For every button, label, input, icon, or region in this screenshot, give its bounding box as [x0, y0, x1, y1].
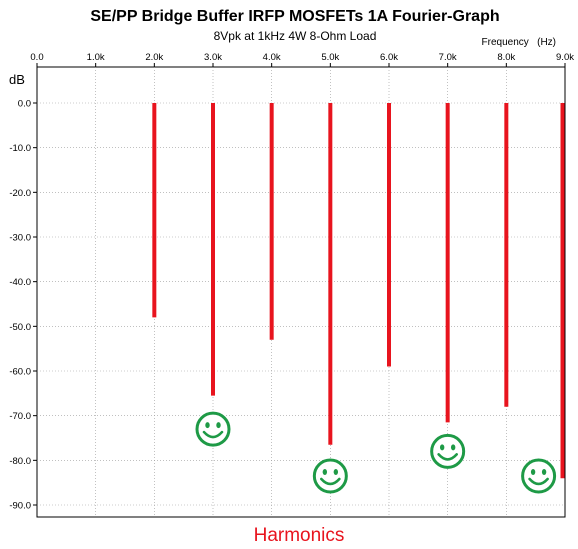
x-tick-label: 5.0k — [321, 52, 339, 63]
y-tick-label: -90.0 — [9, 501, 31, 512]
y-tick-label: -70.0 — [9, 411, 31, 422]
harmonic-bars — [152, 103, 565, 479]
smiley-mouth — [528, 477, 549, 486]
smiley-mouth — [320, 477, 341, 486]
smiley-left-eye — [322, 468, 328, 475]
y-tick-labels: 0.0 -10.0 -20.0 -30.0 -40.0 -50.0 -60.0 -70.0 -8… — [9, 99, 31, 512]
chart-title: SE/PP Bridge Buffer IRFP MOSFETs 1A Four… — [90, 8, 499, 25]
x-tick-labels: 0.0 1.0k 2.0k 3.0k 4.0k 5.0k 6.0k 7.0k 8.0k 9.0k — [30, 52, 574, 63]
y-tick-label: -50.0 — [9, 322, 31, 333]
smiley-face-outline — [312, 458, 348, 494]
x-tick-label: 6.0k — [380, 52, 398, 63]
x-tick-label: 3.0k — [204, 52, 222, 63]
smiley-face-icon — [521, 458, 557, 494]
x-tick-label: 9.0k — [556, 52, 574, 63]
smiley-face-outline — [430, 433, 466, 469]
x-tick-label: 8.0k — [497, 52, 515, 63]
smiley-annotations — [195, 411, 557, 494]
smiley-face-icon — [195, 411, 231, 447]
x-tick-label: 2.0k — [145, 52, 163, 63]
smiley-face-icon — [312, 458, 348, 494]
y-tick-label: -30.0 — [9, 233, 31, 244]
smiley-face-outline — [521, 458, 557, 494]
smiley-left-eye — [439, 444, 445, 451]
smiley-right-eye — [541, 468, 547, 475]
smiley-left-eye — [205, 422, 210, 429]
y-tick-label: -80.0 — [9, 456, 31, 467]
x-tick-label: 1.0k — [87, 52, 105, 63]
smiley-mouth — [437, 453, 458, 461]
y-tick-label: 0.0 — [18, 99, 31, 110]
smiley-mouth — [202, 430, 224, 439]
x-unit-label: Frequency (Hz) — [482, 37, 556, 48]
x-tick-label: 4.0k — [263, 52, 281, 63]
smiley-left-eye — [530, 468, 536, 475]
x-axis-label: Harmonics — [254, 525, 345, 546]
smiley-face-outline — [195, 411, 231, 447]
y-tick-label: -40.0 — [9, 277, 31, 288]
y-tick-label: -60.0 — [9, 367, 31, 378]
smiley-right-eye — [216, 422, 221, 429]
x-tick-label: 0.0 — [30, 52, 43, 63]
smiley-right-eye — [333, 468, 339, 475]
y-axis-label: dB — [9, 72, 25, 87]
chart-subtitle: 8Vpk at 1kHz 4W 8-Ohm Load — [214, 29, 377, 43]
x-tick-label: 7.0k — [439, 52, 457, 63]
smiley-right-eye — [450, 444, 456, 451]
y-tick-label: -20.0 — [9, 188, 31, 199]
plot-area — [36, 66, 566, 518]
y-tick-label: -10.0 — [9, 143, 31, 154]
smiley-face-icon — [430, 433, 466, 469]
